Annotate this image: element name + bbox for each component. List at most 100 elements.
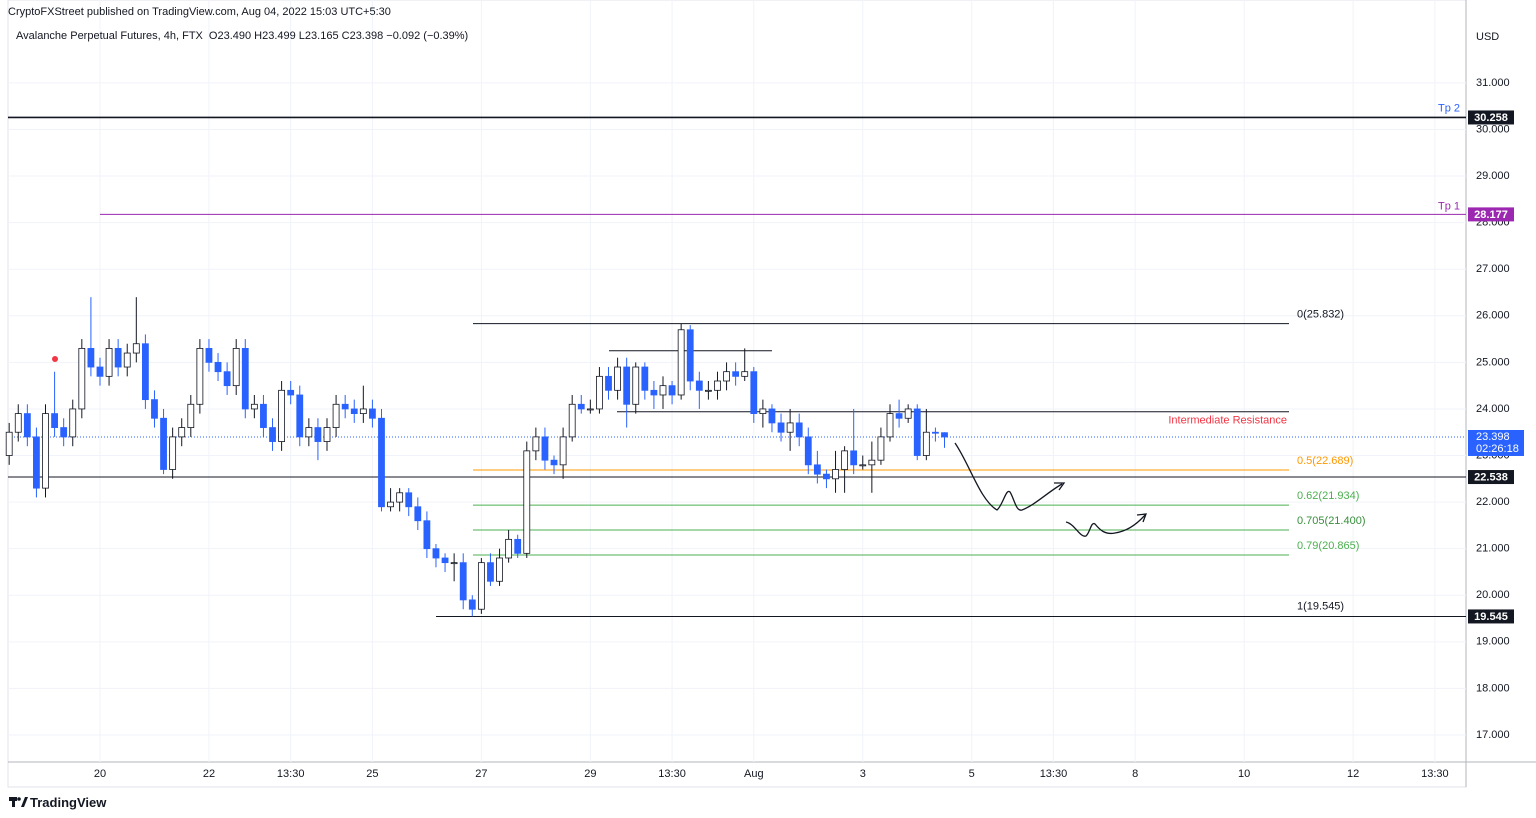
tradingview-logo xyxy=(9,797,28,807)
candle-body xyxy=(323,427,331,442)
candle-body xyxy=(305,427,313,438)
candle-body xyxy=(114,347,122,368)
candle-body xyxy=(913,408,921,456)
candle-body xyxy=(577,403,585,410)
candle-body xyxy=(795,422,803,438)
level-label: Tp 2 xyxy=(1438,102,1460,114)
candle-body xyxy=(487,562,494,582)
y-tick-label: 30.000 xyxy=(1476,123,1510,135)
x-tick-label: 29 xyxy=(584,768,596,780)
candle-body xyxy=(378,417,385,508)
candle-body xyxy=(514,538,522,554)
candle-body xyxy=(405,492,413,508)
candle-body xyxy=(596,375,603,410)
x-tick-label: Aug xyxy=(744,768,764,780)
y-tick-label: 29.000 xyxy=(1476,170,1510,182)
currency-label: USD xyxy=(1476,31,1499,43)
candle-body xyxy=(623,366,631,405)
candle-body xyxy=(695,380,703,391)
price-badge-label: 30.258 xyxy=(1474,112,1508,124)
candle-body xyxy=(14,413,22,433)
candle-body xyxy=(87,347,95,368)
candle-body xyxy=(296,394,304,438)
candle-body xyxy=(677,329,685,396)
logo-part xyxy=(17,797,21,801)
drawn-arrowhead xyxy=(1136,513,1147,523)
candle-body xyxy=(132,343,140,354)
candle-body xyxy=(559,436,567,466)
candle-body xyxy=(886,413,894,438)
axes: 17.00018.00019.00020.00021.00022.00023.0… xyxy=(94,77,1524,780)
candle-body xyxy=(105,347,113,377)
candle-body xyxy=(78,347,86,410)
x-tick-label: 27 xyxy=(475,768,487,780)
candle-body xyxy=(241,347,249,410)
level-label: 1(19.545) xyxy=(1297,600,1344,612)
y-tick-label: 17.000 xyxy=(1476,729,1510,741)
last-price-badge xyxy=(1468,429,1524,456)
y-tick-label: 27.000 xyxy=(1476,263,1510,275)
ohlc-values: O23.490 H23.499 L23.165 C23.398 −0.092 (… xyxy=(208,30,469,42)
x-tick-label: 12 xyxy=(1347,768,1359,780)
price-badge xyxy=(1468,207,1514,222)
x-tick-label: 20 xyxy=(94,768,106,780)
y-tick-label: 24.000 xyxy=(1476,403,1510,415)
price-badge xyxy=(1468,110,1514,125)
candle-body xyxy=(250,403,258,410)
candle-body xyxy=(96,366,104,377)
x-tick-label: 10 xyxy=(1238,768,1250,780)
candle-body xyxy=(632,366,640,405)
candle-body xyxy=(42,413,49,489)
level-label: Intermediate Resistance xyxy=(1168,415,1287,427)
candle-body xyxy=(341,403,349,410)
candle-body xyxy=(396,492,404,503)
candle-body xyxy=(5,431,13,456)
x-tick-label: 3 xyxy=(860,768,866,780)
candle-body xyxy=(151,399,158,419)
candle-body xyxy=(813,464,821,475)
y-tick-label: 31.000 xyxy=(1476,77,1510,89)
candle-body xyxy=(141,343,149,401)
price-badge xyxy=(1468,470,1514,485)
x-tick-label: 13:30 xyxy=(1421,768,1449,780)
candle-body xyxy=(223,371,231,387)
logo-part xyxy=(12,797,15,807)
candle-body xyxy=(178,427,186,438)
candle-body xyxy=(169,436,177,470)
candle-body xyxy=(459,562,467,601)
candle-body xyxy=(432,548,440,559)
y-tick-label: 19.000 xyxy=(1476,636,1510,648)
price-badge-label: 28.177 xyxy=(1474,209,1508,221)
symbol-legend: Avalanche Perpetual Futures, 4h, FTX O23… xyxy=(16,30,468,42)
y-tick-label: 22.000 xyxy=(1476,496,1510,508)
y-tick-label: 26.000 xyxy=(1476,310,1510,322)
candle-body xyxy=(287,389,295,396)
candle-body xyxy=(768,408,776,424)
candle-body xyxy=(605,375,612,391)
level-label: 0.79(20.865) xyxy=(1297,540,1359,552)
candle-body xyxy=(187,403,195,428)
candle-body xyxy=(841,450,849,470)
candle-body xyxy=(205,347,213,363)
x-tick-label: 5 xyxy=(969,768,975,780)
levels: Tp 2 Tp 1 0(25.832) 0.5(22.689) 0.62(21.934)… xyxy=(8,102,1466,617)
candle-body xyxy=(214,361,222,373)
x-tick-label: 13:30 xyxy=(1040,768,1068,780)
candle-body xyxy=(904,408,912,419)
candle-body xyxy=(668,385,676,396)
candle-body xyxy=(614,366,621,391)
candle-body xyxy=(477,562,485,610)
candle-body xyxy=(586,408,594,411)
candle-body xyxy=(196,347,204,405)
last-price-label: 23.398 xyxy=(1476,431,1510,443)
candle-body xyxy=(741,371,749,377)
candle-body xyxy=(369,408,376,419)
candle-body xyxy=(859,464,867,467)
candle-body xyxy=(659,385,667,396)
x-tick-label: 8 xyxy=(1132,768,1138,780)
candle-body xyxy=(786,422,794,433)
candle-body xyxy=(750,371,758,415)
level-label: 0.62(21.934) xyxy=(1297,490,1359,502)
candle-body xyxy=(932,431,939,434)
